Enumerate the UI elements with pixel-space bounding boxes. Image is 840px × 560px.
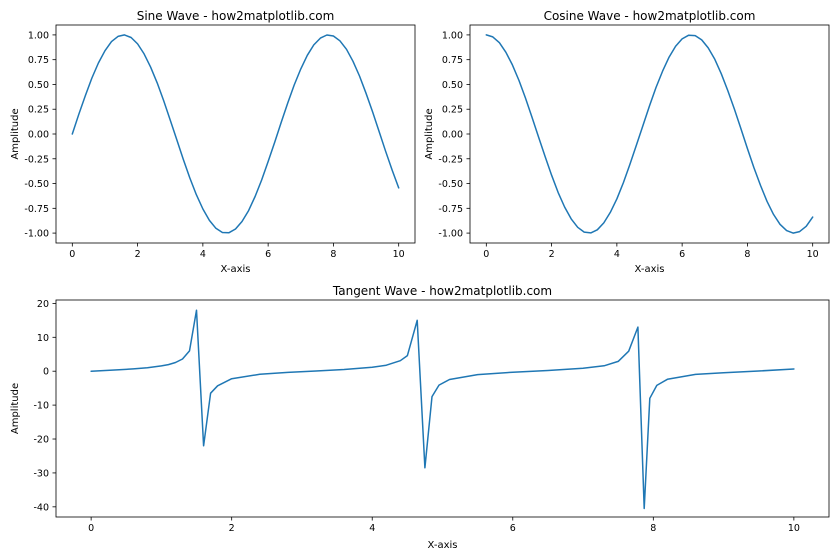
x-tick-label: 4 (369, 523, 375, 534)
y-tick-label: -0.75 (438, 204, 463, 215)
y-tick-label: 0.50 (28, 80, 49, 91)
plot-area: 0 2 4 6 8 10 20 10 0 -10 -20 -30 -40 (33, 299, 799, 534)
x-axis-label: X-axis (221, 264, 251, 275)
x-tick-label: 0 (69, 249, 75, 260)
sine-chart: Sine Wave - how2matplotlib.com X-axis Am… (10, 9, 416, 275)
y-tick-label: 0.75 (442, 55, 463, 66)
y-tick-label: -40 (33, 502, 49, 513)
x-tick-label: 2 (135, 249, 141, 260)
x-tick-label: 8 (650, 523, 656, 534)
y-tick-label: -20 (33, 435, 49, 446)
x-tick-label: 10 (393, 249, 405, 260)
y-axis-label: Amplitude (10, 383, 21, 434)
y-tick-label: 0.25 (28, 105, 49, 116)
cosine-chart: Cosine Wave - how2matplotlib.com X-axis … (424, 9, 830, 275)
x-axis-label: X-axis (428, 540, 458, 551)
y-tick-label: -30 (33, 468, 49, 479)
series-line (71, 34, 400, 234)
y-tick-label: 1.00 (28, 30, 49, 41)
x-tick-label: 10 (788, 523, 800, 534)
y-tick-label: 0.00 (28, 130, 49, 141)
series-line (485, 34, 814, 234)
axes-frame (55, 299, 830, 518)
x-tick-label: 6 (265, 249, 271, 260)
y-tick-label: 0 (43, 367, 49, 378)
series-line (90, 309, 795, 510)
x-tick-label: 6 (679, 249, 685, 260)
y-tick-label: -0.50 (24, 179, 49, 190)
y-tick-label: -0.75 (24, 204, 49, 215)
x-tick-label: 2 (549, 249, 555, 260)
y-tick-label: -0.50 (438, 179, 463, 190)
x-tick-label: 10 (807, 249, 819, 260)
plot-area: 0 2 4 6 8 10 1.00 0.75 0.50 0.25 0.00 -0.25 -0.50 -0.… (438, 30, 818, 260)
y-tick-label: -10 (33, 401, 49, 412)
x-tick-label: 4 (614, 249, 620, 260)
axes-frame (55, 24, 416, 244)
x-tick-label: 8 (330, 249, 336, 260)
chart-title: Cosine Wave - how2matplotlib.com (544, 9, 756, 23)
y-tick-label: 0.50 (442, 80, 463, 91)
y-tick-label: -0.25 (438, 154, 463, 165)
x-tick-label: 8 (744, 249, 750, 260)
y-tick-label: -1.00 (24, 229, 49, 240)
x-axis-label: X-axis (635, 264, 665, 275)
y-tick-label: 0.25 (442, 105, 463, 116)
y-axis-label: Amplitude (10, 108, 21, 159)
x-tick-label: 2 (229, 523, 235, 534)
x-tick-label: 0 (483, 249, 489, 260)
x-tick-label: 0 (88, 523, 94, 534)
tangent-chart: Tangent Wave - how2matplotlib.com X-axis… (10, 284, 830, 551)
plot-area: 0 2 4 6 8 10 1.00 0.75 0.50 0.25 0.00 -0.25 -0.50 -0.… (24, 30, 404, 260)
y-axis-label: Amplitude (424, 108, 435, 159)
x-tick-label: 6 (510, 523, 516, 534)
y-tick-label: 0.75 (28, 55, 49, 66)
y-tick-label: -1.00 (438, 229, 463, 240)
y-tick-label: 20 (37, 299, 49, 310)
y-tick-label: 1.00 (442, 30, 463, 41)
y-tick-label: 0.00 (442, 130, 463, 141)
x-tick-label: 4 (200, 249, 206, 260)
y-tick-label: -0.25 (24, 154, 49, 165)
axes-frame (469, 24, 830, 244)
y-tick-label: 10 (37, 333, 49, 344)
chart-title: Sine Wave - how2matplotlib.com (137, 9, 335, 23)
chart-title: Tangent Wave - how2matplotlib.com (332, 284, 552, 298)
